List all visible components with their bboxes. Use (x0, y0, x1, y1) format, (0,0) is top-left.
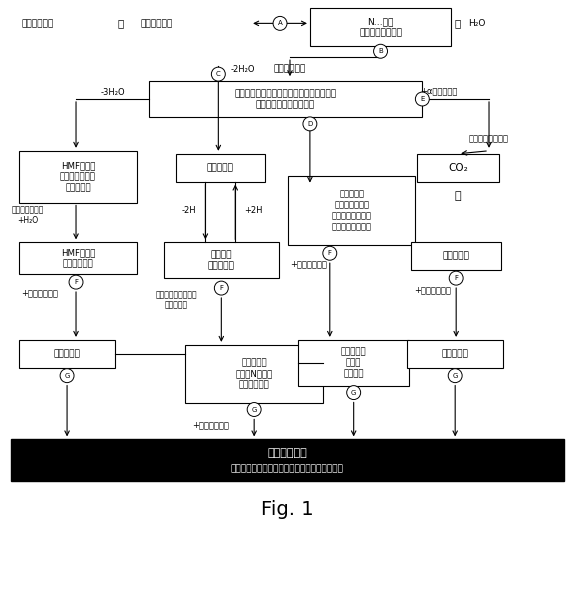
Bar (408, 340, 503, 368)
Text: C: C (216, 71, 221, 77)
Text: アルドール
およびNを含ま
ないポリマー: アルドール およびNを含ま ないポリマー (236, 358, 273, 389)
Bar (298, 340, 409, 386)
Bar (164, 243, 279, 278)
Text: ＋: ＋ (454, 18, 461, 28)
Text: Fig. 1: Fig. 1 (260, 500, 313, 518)
Circle shape (323, 246, 337, 260)
Text: G: G (64, 373, 70, 379)
Circle shape (247, 403, 261, 416)
Text: F: F (328, 251, 332, 256)
Text: アマドリ転位: アマドリ転位 (274, 64, 306, 74)
Bar (288, 176, 415, 246)
Text: HMFまたは
フルフラール: HMFまたは フルフラール (61, 248, 95, 268)
Circle shape (60, 368, 74, 383)
Text: アルジミン
または
ケチミン: アルジミン または ケチミン (341, 347, 366, 378)
Bar (149, 81, 423, 117)
Text: E: E (420, 96, 424, 102)
Circle shape (415, 92, 430, 106)
Circle shape (448, 368, 462, 383)
Text: ＋: ＋ (455, 190, 462, 201)
Circle shape (347, 386, 361, 400)
Text: アルジミン: アルジミン (53, 349, 81, 359)
Bar (411, 243, 501, 270)
Circle shape (449, 271, 463, 285)
Text: +アミノ化合物: +アミノ化合物 (290, 260, 327, 269)
Text: +アミノ化合物: +アミノ化合物 (193, 420, 229, 429)
Text: -2H: -2H (182, 206, 197, 215)
Text: レダクトン: レダクトン (207, 163, 234, 172)
Text: －アミノ化合物
+H₂O: －アミノ化合物 +H₂O (12, 206, 44, 225)
Text: ストレッカー分解: ストレッカー分解 (469, 134, 509, 143)
Text: アルジミン: アルジミン (442, 349, 469, 359)
Text: B: B (378, 49, 383, 54)
Circle shape (214, 281, 228, 295)
Circle shape (374, 44, 388, 58)
Text: H₂O: H₂O (469, 19, 486, 28)
Bar (20, 243, 137, 274)
Text: アミノ化合物: アミノ化合物 (141, 19, 173, 28)
Text: CO₂: CO₂ (448, 163, 468, 173)
Text: G: G (453, 373, 458, 379)
Text: G: G (351, 390, 356, 395)
Text: F: F (74, 279, 78, 285)
Bar (186, 345, 323, 403)
Text: 開裂生成物
（アセトール、
ピルバルデヒド、
ジアセチルなど）: 開裂生成物 （アセトール、 ピルバルデヒド、 ジアセチルなど） (332, 189, 371, 231)
Text: +2H: +2H (244, 206, 263, 215)
Circle shape (212, 67, 225, 81)
Text: アルドース糖: アルドース糖 (21, 19, 53, 28)
Text: -2H₂O: -2H₂O (230, 64, 255, 74)
Text: D: D (307, 121, 313, 127)
Bar (20, 151, 137, 203)
Text: ＋: ＋ (118, 18, 124, 28)
Text: １－アミノ－１－デオキシ－２－ケトース
（１，２～エノール形）: １－アミノ－１－デオキシ－２－ケトース （１，２～エノール形） (235, 89, 336, 109)
Bar (310, 9, 451, 46)
Text: メラノイジン: メラノイジン (267, 448, 307, 458)
Bar (417, 154, 499, 182)
Text: A: A (278, 20, 282, 26)
Bar (175, 154, 265, 182)
Bar (20, 340, 115, 368)
Text: デヒドロ
レダクトン: デヒドロ レダクトン (208, 250, 235, 270)
Circle shape (69, 275, 83, 289)
Text: アミノ化合物有り、
または無し: アミノ化合物有り、 または無し (156, 290, 197, 309)
Text: -3H₂O: -3H₂O (101, 88, 125, 96)
Text: +α－アミノ酸: +α－アミノ酸 (420, 87, 458, 96)
Text: +アミノ化合物: +アミノ化合物 (415, 286, 451, 295)
Circle shape (303, 117, 317, 131)
Text: HMFまたは
フルフラールの
シッフ塩基: HMFまたは フルフラールの シッフ塩基 (60, 161, 96, 192)
Text: N…置換
グリコシルアミン: N…置換 グリコシルアミン (359, 17, 402, 37)
Text: アルデヒド: アルデヒド (443, 252, 470, 261)
Text: F: F (454, 275, 458, 281)
Bar (12, 440, 564, 481)
Circle shape (273, 17, 287, 30)
Text: +アミノ化合物: +アミノ化合物 (21, 289, 58, 298)
Text: G: G (251, 406, 257, 413)
Text: （茶色の窒素含有ポリマーおよびコポリマー）: （茶色の窒素含有ポリマーおよびコポリマー） (231, 465, 343, 474)
Text: F: F (219, 285, 223, 291)
